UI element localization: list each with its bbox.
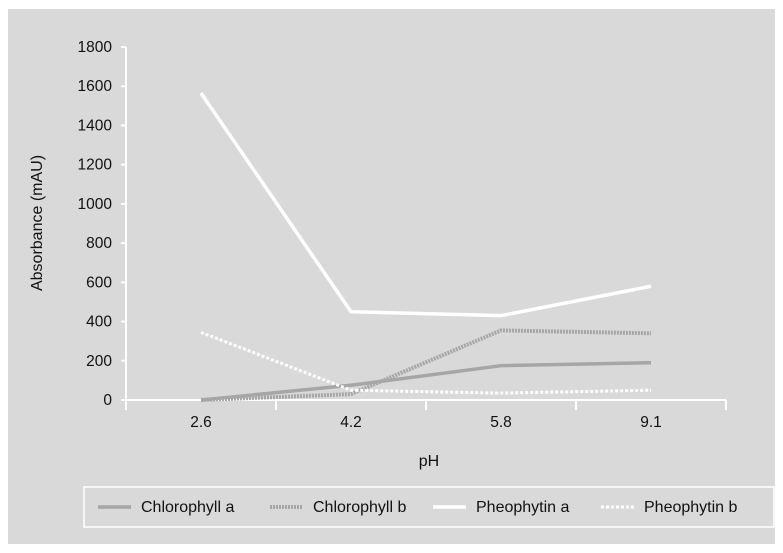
x-axis-title: pH (419, 453, 439, 470)
y-axis-title: Absorbance (mAU) (29, 155, 46, 291)
y-tick-label: 1000 (78, 196, 113, 213)
legend-label-chlorophyll-b: Chlorophyll b (313, 499, 406, 516)
x-tick-label: 5.8 (490, 414, 512, 431)
y-tick-label: 1400 (78, 117, 113, 134)
y-tick-label: 1200 (78, 157, 113, 174)
x-tick-label: 9.1 (640, 414, 662, 431)
y-tick-label: 600 (86, 274, 112, 291)
legend-label-pheophytin-a: Pheophytin a (476, 499, 570, 516)
y-tick-label: 200 (86, 353, 112, 370)
series-line-chlorophyll-a (200, 360, 652, 402)
legend-label-pheophytin-b: Pheophytin b (644, 499, 738, 516)
x-tick-label: 2.6 (190, 414, 212, 431)
y-tick-label: 1800 (78, 39, 113, 56)
legend-box (83, 486, 775, 528)
series-line-pheophytin-a (199, 92, 652, 318)
y-tick-label: 0 (103, 392, 112, 409)
y-axis-ticks: 0 200 400 600 800 1000 1200 1400 1600 1800 (78, 39, 126, 409)
series-lines (199, 92, 652, 402)
series-line-pheophytin-b (200, 330, 652, 395)
x-axis-ticks: 2.6 4.2 5.8 9.1 (125, 400, 727, 431)
y-tick-label: 800 (86, 235, 112, 252)
y-tick-label: 1600 (78, 78, 113, 95)
legend: Chlorophyll a Chlorophyll b Pheophytin a Ph… (98, 499, 738, 516)
y-tick-label: 400 (86, 314, 112, 331)
legend-label-chlorophyll-a: Chlorophyll a (141, 499, 234, 516)
chart-background (8, 9, 775, 544)
series-line-chlorophyll-b (200, 328, 652, 402)
x-tick-label: 4.2 (340, 414, 362, 431)
